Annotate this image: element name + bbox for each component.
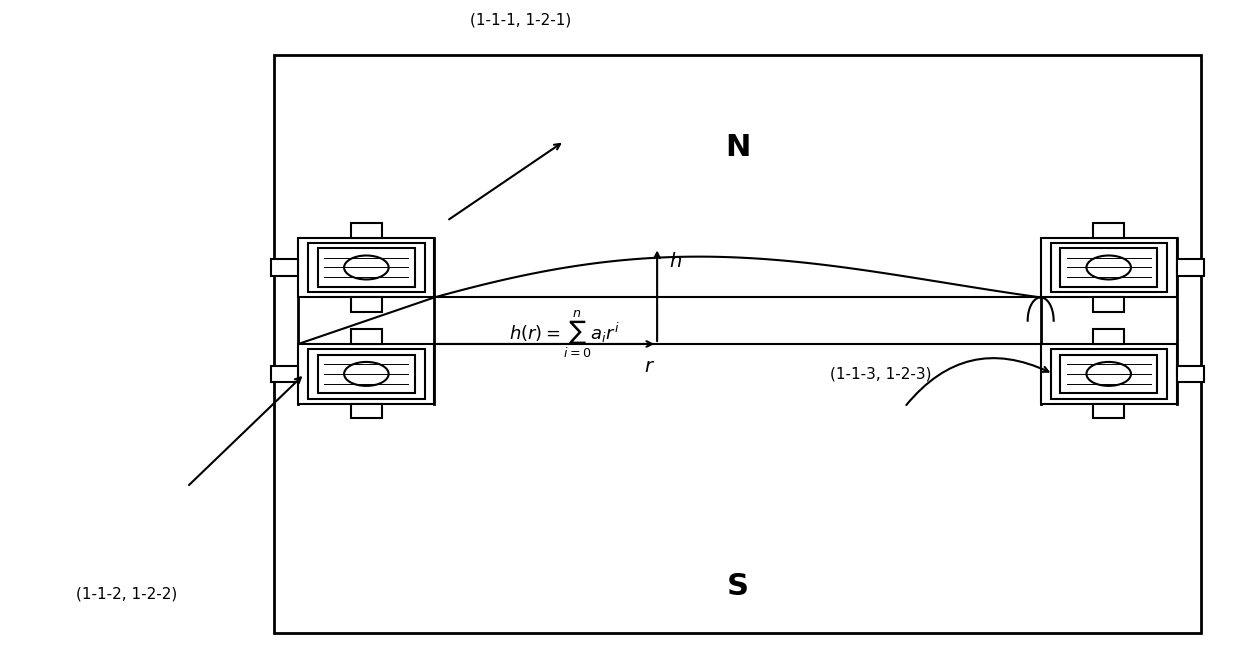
FancyBboxPatch shape: [309, 349, 424, 399]
Bar: [1177, 365, 1204, 382]
Bar: [272, 259, 299, 276]
FancyBboxPatch shape: [319, 248, 414, 287]
FancyBboxPatch shape: [1060, 248, 1157, 287]
Text: (1-1-1, 1-2-1): (1-1-1, 1-2-1): [470, 13, 572, 28]
Bar: [1094, 329, 1125, 344]
FancyBboxPatch shape: [1050, 243, 1167, 292]
Text: (1-1-3, 1-2-3): (1-1-3, 1-2-3): [831, 367, 931, 381]
Text: h: h: [670, 252, 682, 271]
Bar: [351, 297, 382, 312]
Bar: [351, 223, 382, 238]
Bar: [1094, 404, 1125, 418]
Text: S: S: [727, 572, 749, 601]
Text: N: N: [725, 133, 750, 162]
FancyBboxPatch shape: [1050, 349, 1167, 399]
Bar: [272, 365, 299, 382]
Bar: [351, 329, 382, 344]
Bar: [1177, 259, 1204, 276]
FancyBboxPatch shape: [319, 355, 414, 393]
Bar: [351, 404, 382, 418]
Bar: [1094, 297, 1125, 312]
FancyBboxPatch shape: [299, 344, 434, 404]
Text: $h(r) = \sum_{i=0}^{n} a_i r^i$: $h(r) = \sum_{i=0}^{n} a_i r^i$: [508, 308, 620, 360]
FancyBboxPatch shape: [1040, 344, 1177, 404]
FancyBboxPatch shape: [309, 243, 424, 292]
FancyBboxPatch shape: [1040, 238, 1177, 297]
Text: (1-1-2, 1-2-2): (1-1-2, 1-2-2): [76, 587, 177, 602]
Bar: [1094, 223, 1125, 238]
FancyBboxPatch shape: [274, 55, 1202, 633]
Text: r: r: [645, 357, 652, 376]
FancyBboxPatch shape: [1060, 355, 1157, 393]
FancyBboxPatch shape: [299, 238, 434, 297]
